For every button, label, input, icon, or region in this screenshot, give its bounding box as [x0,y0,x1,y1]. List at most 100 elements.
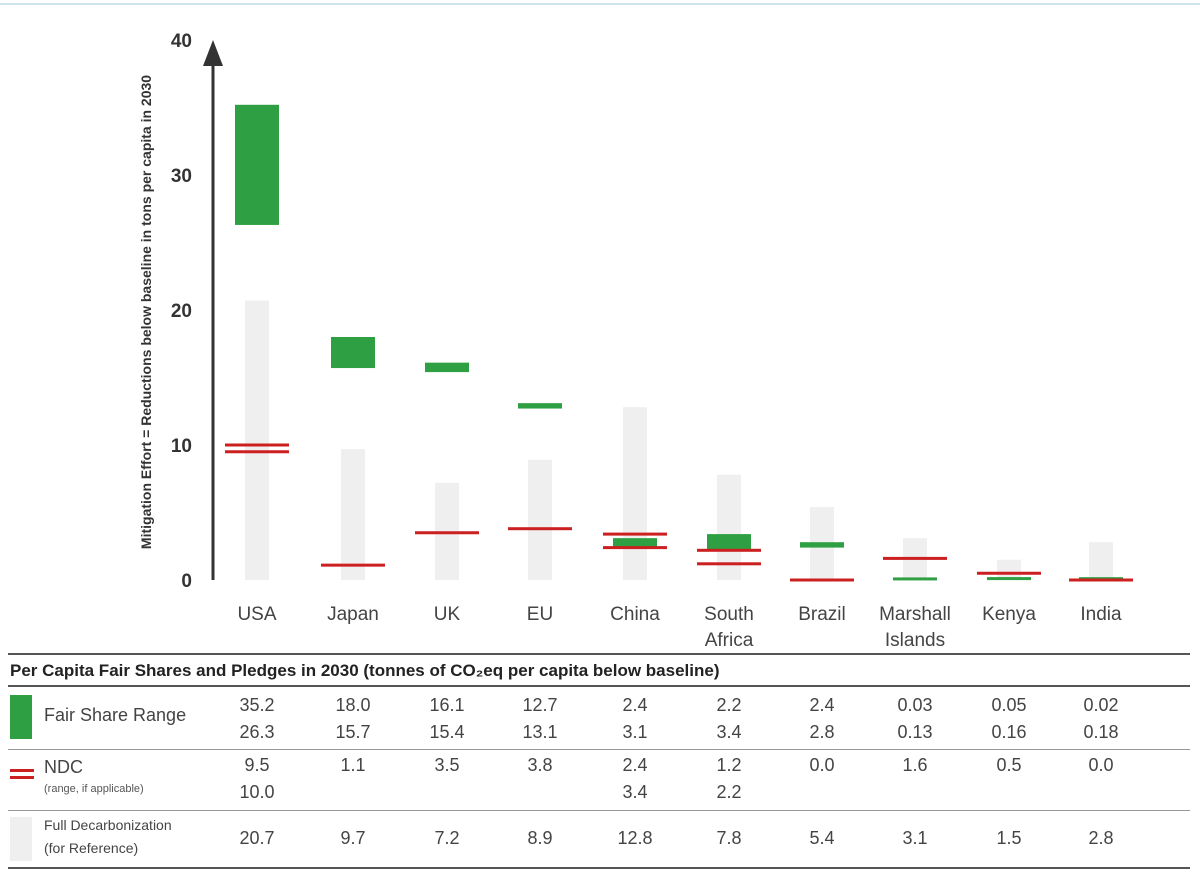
table-cell: 18.0 15.7 [293,692,413,746]
ndc-label: NDC [44,757,83,777]
chart: 0 10 20 30 40 Mitigation Effort = Reductions … [138,31,1133,650]
table-cell: 16.1 15.4 [387,692,507,746]
table-cell-value: 35.2 [239,695,275,715]
y-axis-arrowhead [203,40,223,66]
table-row-fair-share: Fair Share Range 35.2 26.3 18.0 15.7 16.1 15.… [8,687,1190,750]
table-cell-value: 3.1 [902,828,928,848]
full-decarbonization-swatch [10,817,32,861]
ndc-marker [883,556,947,560]
table-cell-value: 2.8 [1088,828,1114,848]
table-cell: 2.2 3.4 [669,692,789,746]
table-cell: 0.0 [1041,752,1161,779]
legend-fair-share: Fair Share Range [8,687,223,749]
table-cell: 9.7 [293,825,413,852]
full-decarbonization-bar [997,559,1021,580]
table-cell-value: 0.16 [991,722,1027,742]
table-cell-value: 3.4 [622,782,648,802]
table-cell-value: 20.7 [239,828,275,848]
table-cell-value: 16.1 [429,695,465,715]
table-cell: 12.7 13.1 [480,692,600,746]
x-category-label: Brazil [798,604,846,625]
y-axis-label: Mitigation Effort = Reductions below bas… [138,75,154,549]
y-tick-label: 10 [171,436,192,457]
table-cell: 1.5 [949,825,1069,852]
full-decarbonization-bar [341,449,365,580]
fair-share-range-bar [893,577,937,581]
table-cell-value: 0.13 [897,722,933,742]
table-cell-value: 3.8 [527,755,553,775]
table-cell-value: 2.2 [716,695,742,715]
table-cell-value: 12.8 [617,828,653,848]
x-category-label: South [704,604,754,625]
table-cell: 0.05 0.16 [949,692,1069,746]
fair-share-swatch [10,695,32,739]
table-cell: 5.4 [762,825,882,852]
table-cell-value: 3.1 [622,722,648,742]
data-table: Per Capita Fair Shares and Pledges in 20… [8,653,1190,869]
table-cell-value: 3.4 [716,722,742,742]
ndc-swatch-line [10,776,34,779]
table-cell: 2.4 3.4 [575,752,695,806]
fair-share-range-bar [235,104,279,225]
table-cell: 8.9 [480,825,600,852]
ndc-marker [790,578,854,582]
ndc-marker [1069,578,1133,582]
table-cell-value: 12.7 [522,695,558,715]
table-cell-value: 0.03 [897,695,933,715]
y-tick-label: 40 [171,31,192,52]
table-cell: 0.5 [949,752,1069,779]
full-decarbonization-label: Full Decarbonization [44,817,172,833]
x-category-label: China [610,604,660,625]
ndc-marker [321,563,385,567]
table-row-ndc: NDC (range, if applicable) 9.5 10.0 1.1 3.5… [8,750,1190,811]
table-cell-value: 2.4 [809,695,835,715]
table-cell: 35.2 26.3 [197,692,317,746]
table-cell: 1.2 2.2 [669,752,789,806]
table-cell-value: 8.9 [527,828,553,848]
x-category-label: Africa [705,630,754,650]
ndc-marker [603,546,667,550]
table-cell-value: 7.8 [716,828,742,848]
table-cell-value: 0.5 [996,755,1022,775]
full-decarbonization-bar [528,459,552,580]
table-cell: 7.8 [669,825,789,852]
table-cell: 0.03 0.13 [855,692,975,746]
table-cell: 9.5 10.0 [197,752,317,806]
table-cell-value: 18.0 [335,695,371,715]
ndc-sublabel: (range, if applicable) [44,783,144,795]
table-cell: 0.0 [762,752,882,779]
x-category-label: Kenya [982,604,1036,625]
fair-share-range-bar [425,362,469,373]
table-cell: 12.8 [575,825,695,852]
table-cell: 3.1 [855,825,975,852]
table-cell-value: 7.2 [434,828,460,848]
table-cell-value: 9.5 [244,755,270,775]
x-category-label: USA [237,604,276,625]
table-cell: 2.4 2.8 [762,692,882,746]
table-cell-value: 5.4 [809,828,835,848]
legend-full-decarbonization: Full Decarbonization (for Reference) [8,811,223,867]
table-cell-value: 3.5 [434,755,460,775]
x-category-label: Marshall [879,604,951,625]
table-cell-value: 9.7 [340,828,366,848]
ndc-marker [697,562,761,566]
table-cell-value: 1.5 [996,828,1022,848]
ndc-marker [697,548,761,552]
fair-share-range-bar [987,577,1031,581]
table-cell-value: 15.4 [429,722,465,742]
ndc-marker [508,527,572,531]
x-category-label: India [1080,604,1122,625]
y-tick-label: 30 [171,166,192,187]
table-cell-value: 2.8 [809,722,835,742]
table-cell-value: 26.3 [239,722,275,742]
table-cell-value: 0.0 [1088,755,1114,775]
table-cell: 0.02 0.18 [1041,692,1161,746]
ndc-marker [977,571,1041,575]
fair-share-range-bar [613,538,657,548]
fair-share-range-bar [518,403,562,409]
ndc-marker [225,443,289,447]
table-cell: 20.7 [197,825,317,852]
table-cell-value: 13.1 [522,722,558,742]
ndc-marker [225,450,289,454]
table-cell-value: 2.2 [716,782,742,802]
